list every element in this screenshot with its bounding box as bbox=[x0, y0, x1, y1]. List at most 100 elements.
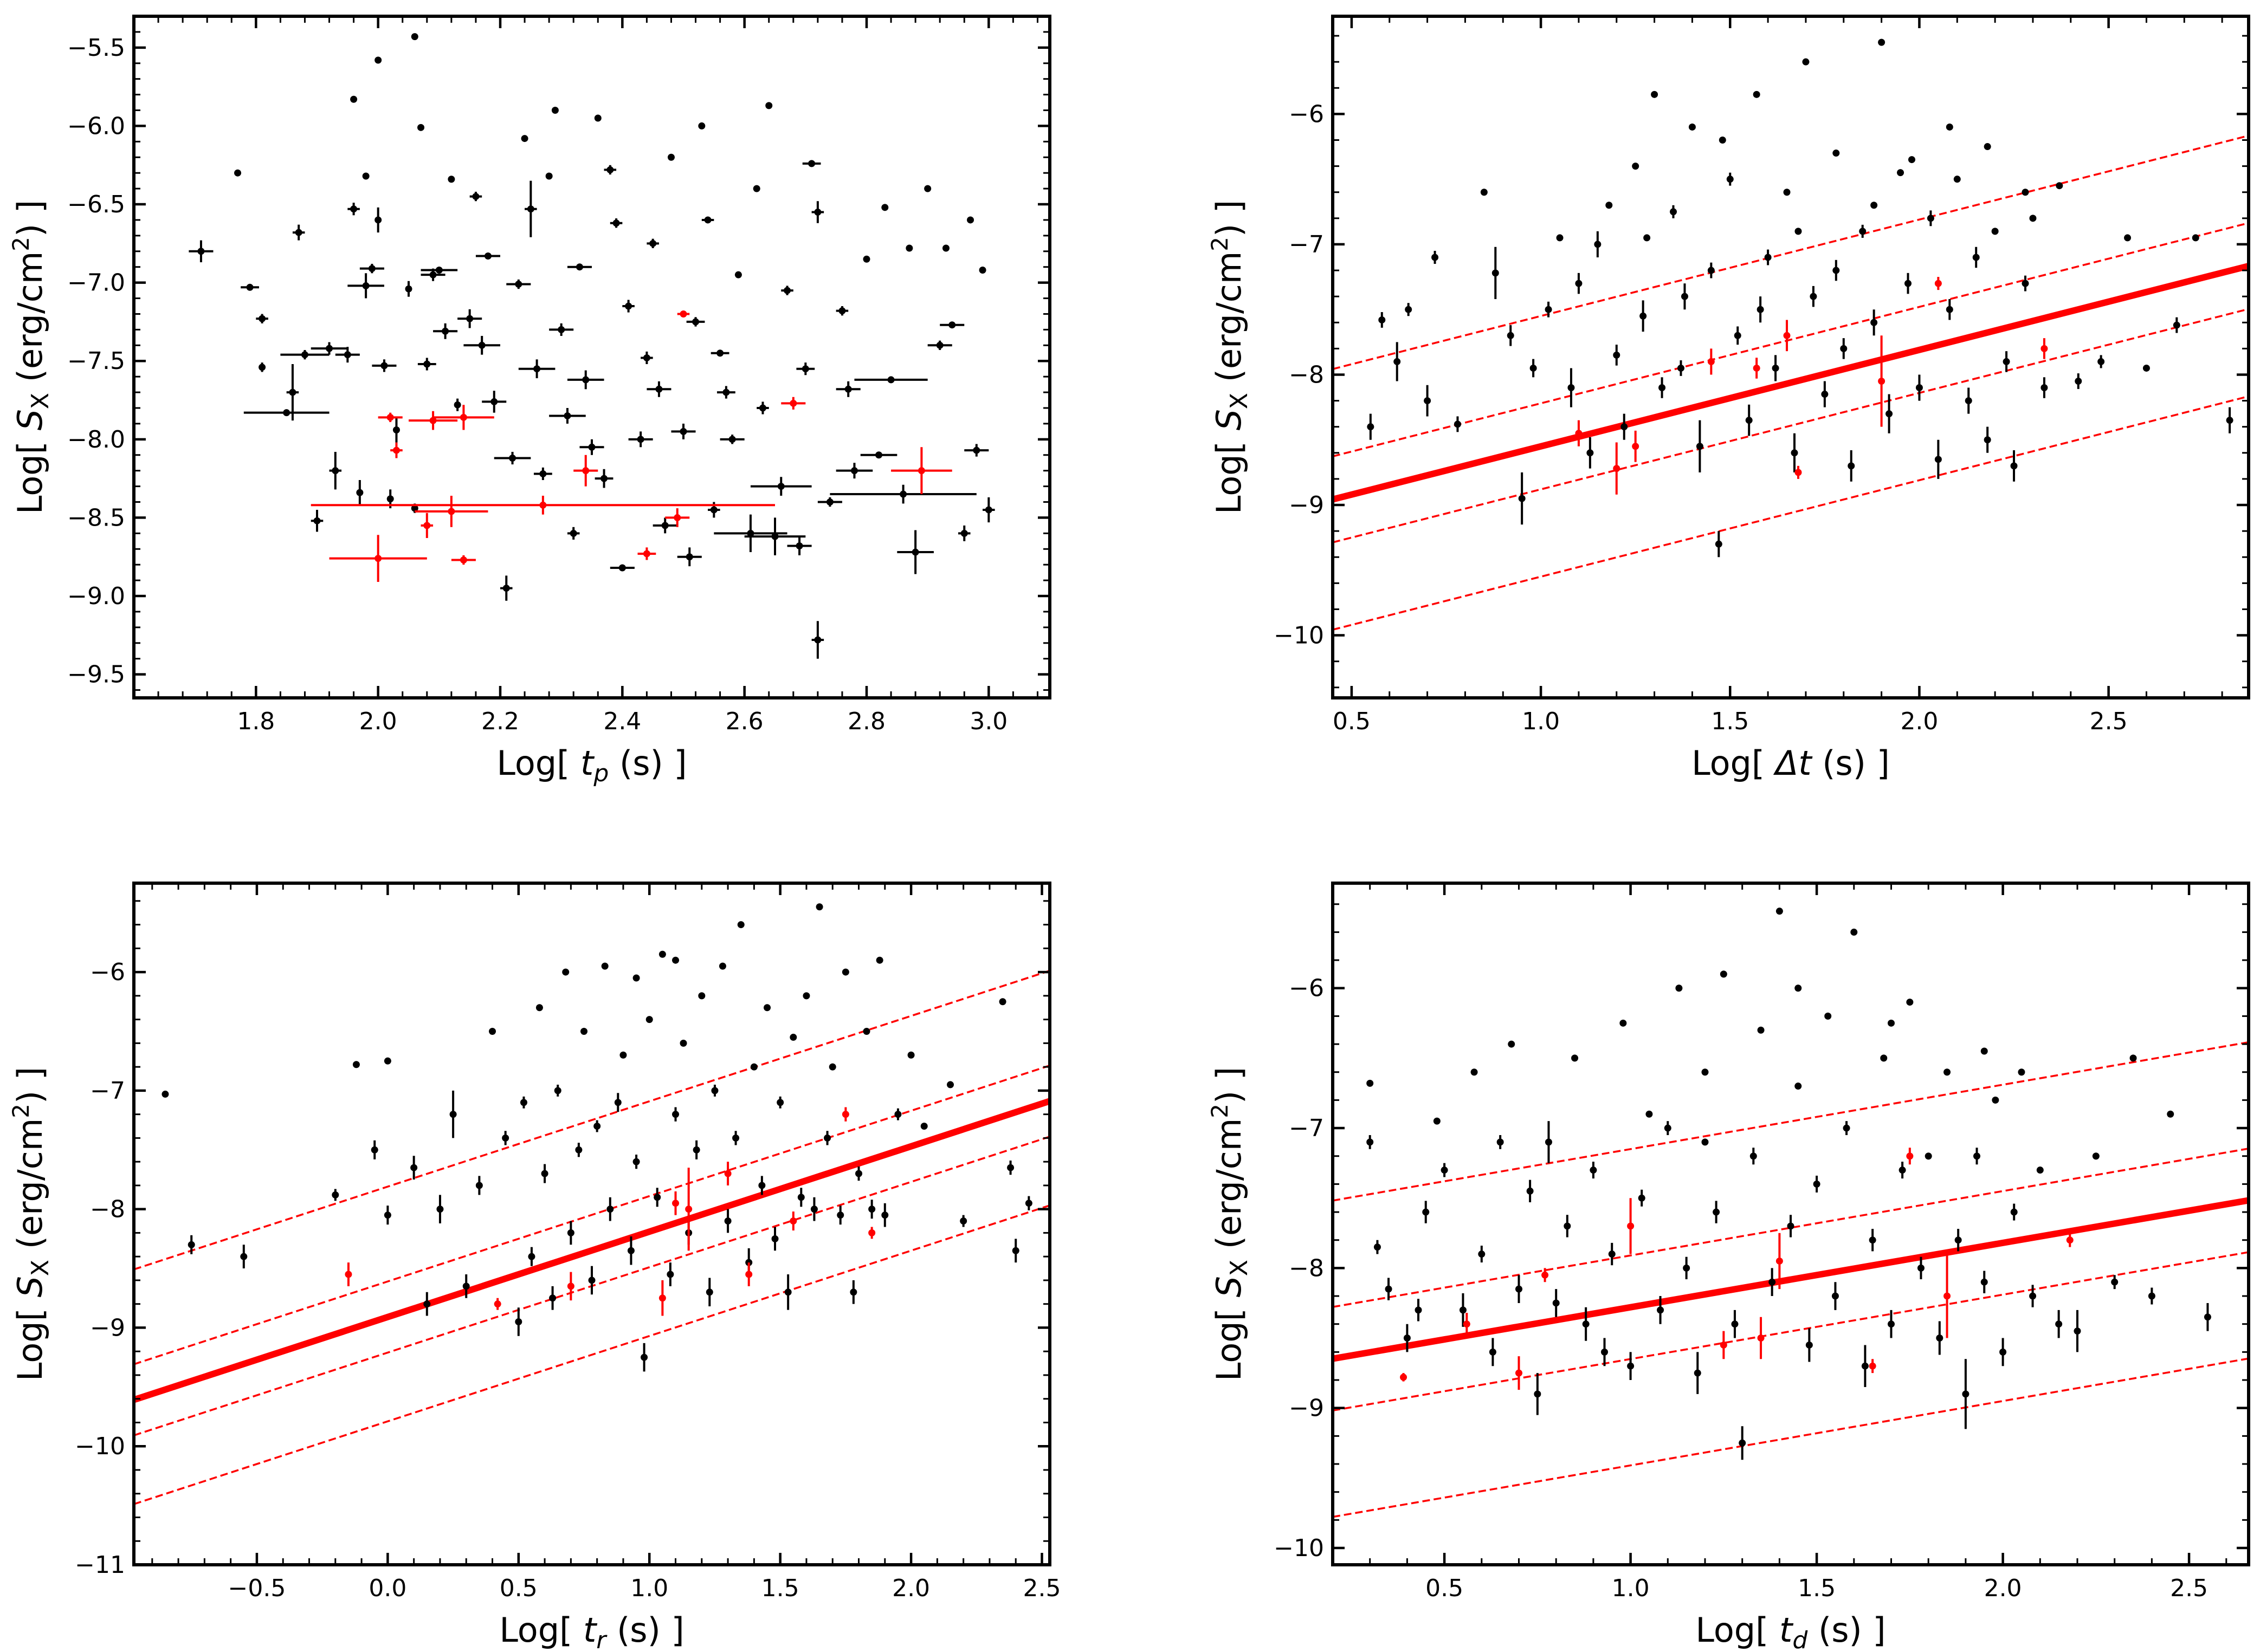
marker bbox=[1454, 420, 1461, 428]
panel-delta-t: 0.5 1.0 1.5 2.0 2.5 −10 −9 −8 −7 −6 Log[ Δt (s) ] L… bbox=[1206, 15, 2250, 783]
marker bbox=[777, 1099, 784, 1106]
data-point bbox=[1496, 1135, 1504, 1149]
data-point-red bbox=[409, 411, 458, 430]
data-point bbox=[2022, 275, 2029, 291]
marker bbox=[724, 1170, 732, 1177]
data-point bbox=[475, 1176, 483, 1195]
data-point bbox=[1688, 123, 1696, 131]
data-point bbox=[545, 172, 553, 180]
data-point bbox=[654, 1188, 661, 1207]
marker bbox=[368, 265, 376, 273]
marker bbox=[855, 1170, 863, 1177]
panel-tr: −0.5 0.0 0.5 1.0 1.5 2.0 2.5 −11 −10 −9 −8 −7 −6 Log[… bbox=[8, 882, 1061, 1652]
marker bbox=[1946, 123, 1953, 131]
marker bbox=[900, 490, 907, 498]
data-point bbox=[2010, 1203, 2018, 1221]
data-point bbox=[2003, 351, 2010, 372]
marker bbox=[816, 903, 823, 911]
data-point bbox=[549, 407, 586, 424]
marker bbox=[1757, 1026, 1765, 1034]
marker bbox=[1753, 90, 1760, 98]
data-point bbox=[575, 1143, 583, 1157]
marker bbox=[411, 33, 418, 41]
marker bbox=[1749, 1152, 1757, 1160]
data-point bbox=[811, 201, 824, 223]
data-point bbox=[1870, 309, 1878, 336]
marker bbox=[692, 318, 700, 326]
data-point-red bbox=[378, 412, 403, 423]
data-point bbox=[1507, 325, 1514, 346]
data-point-red bbox=[781, 397, 806, 410]
data-point bbox=[907, 1051, 915, 1059]
data-point bbox=[658, 950, 666, 958]
data-point bbox=[1824, 1012, 1832, 1020]
axes-frame bbox=[1331, 15, 2250, 699]
marker bbox=[706, 1288, 713, 1296]
marker bbox=[1620, 423, 1628, 431]
x-tick-label: 1.5 bbox=[1711, 708, 1749, 735]
data-point bbox=[716, 386, 735, 399]
marker bbox=[722, 388, 730, 396]
marker bbox=[1719, 137, 1726, 144]
marker bbox=[259, 364, 266, 371]
data-point bbox=[1619, 1019, 1627, 1027]
marker bbox=[1775, 908, 1783, 915]
marker bbox=[558, 326, 565, 333]
data-point bbox=[628, 431, 653, 448]
marker bbox=[637, 436, 644, 443]
data-point bbox=[593, 1120, 601, 1132]
marker bbox=[907, 1051, 915, 1059]
data-point bbox=[1025, 1196, 1032, 1210]
y-tick-label: −6 bbox=[1289, 100, 1324, 128]
data-point bbox=[1620, 413, 1628, 440]
marker bbox=[918, 467, 925, 475]
x-tick-label: 0.5 bbox=[500, 1575, 538, 1602]
marker bbox=[576, 263, 583, 271]
marker bbox=[515, 1318, 522, 1325]
marker bbox=[1701, 1138, 1709, 1146]
marker bbox=[188, 1241, 195, 1248]
data-point bbox=[645, 1016, 653, 1023]
marker bbox=[948, 321, 956, 329]
marker bbox=[1734, 332, 1741, 339]
y-axis-label: Log[ SX (erg/cm2) ] bbox=[8, 1067, 54, 1381]
data-point bbox=[1840, 338, 1848, 359]
marker bbox=[2036, 1167, 2044, 1174]
data-point bbox=[1683, 1256, 1690, 1280]
data-point bbox=[489, 1027, 496, 1035]
marker bbox=[562, 968, 570, 976]
data-point bbox=[1753, 90, 1760, 98]
marker bbox=[1627, 1362, 1635, 1370]
marker bbox=[1400, 1374, 1407, 1381]
data-point-red bbox=[1943, 1254, 1951, 1338]
data-point bbox=[1638, 1189, 1645, 1207]
data-point bbox=[647, 381, 671, 397]
marker bbox=[868, 1206, 876, 1213]
marker bbox=[539, 501, 547, 509]
marker bbox=[1590, 1167, 1597, 1174]
data-point bbox=[610, 218, 623, 228]
data-point bbox=[256, 314, 268, 323]
marker bbox=[936, 341, 944, 349]
data-point bbox=[2097, 355, 2105, 368]
marker bbox=[1757, 306, 1764, 313]
marker bbox=[1670, 208, 1677, 216]
scatter-band-2 bbox=[1333, 1251, 2249, 1412]
marker bbox=[2204, 1313, 2211, 1321]
x-tick-label: 2.5 bbox=[2090, 708, 2128, 735]
marker bbox=[1908, 156, 1915, 164]
data-point bbox=[1696, 420, 1703, 472]
y-tick-label: −8.0 bbox=[67, 426, 125, 454]
marker bbox=[1707, 267, 1715, 274]
data-point bbox=[1567, 368, 1575, 407]
data-point bbox=[1405, 303, 1412, 316]
data-point-red bbox=[685, 1168, 693, 1251]
data-point bbox=[1564, 1215, 1571, 1238]
marker bbox=[356, 489, 364, 496]
data-point bbox=[1992, 1096, 1999, 1104]
marker bbox=[1507, 332, 1514, 339]
marker bbox=[295, 229, 302, 236]
data-point bbox=[632, 1155, 640, 1169]
data-point bbox=[720, 435, 745, 444]
marker bbox=[1478, 1251, 1486, 1258]
